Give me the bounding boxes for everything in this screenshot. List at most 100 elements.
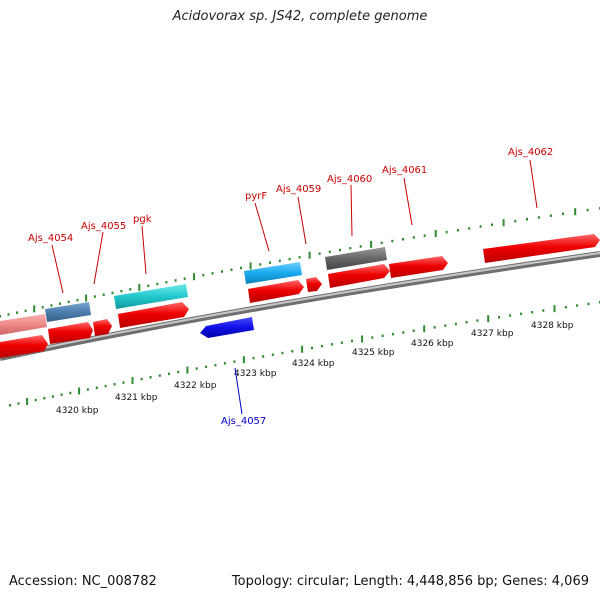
gene-arrow-ajs-4057[interactable] [200,317,254,338]
leader-ajs-4062 [529,159,538,209]
gene-label[interactable]: pyrF [245,191,267,202]
minor-tick [476,319,479,322]
minor-tick [76,298,79,302]
minor-tick [526,218,528,221]
leader-ajs-4055 [93,231,104,285]
gene-label[interactable]: Ajs_4055 [81,221,126,232]
minor-tick [576,304,579,307]
major-tick [26,398,29,405]
minor-tick [456,229,459,232]
gene-label[interactable]: pgk [133,214,152,225]
feature-lane [0,247,387,335]
minor-tick [93,295,96,298]
minor-tick [156,282,159,286]
minor-tick [468,227,471,230]
minor-tick [202,273,205,277]
feature-bar-steelblue[interactable] [45,302,91,322]
minor-tick [149,376,152,379]
minor-tick [43,397,46,400]
minor-tick [167,372,170,376]
leader-pgk [141,225,147,275]
minor-tick [104,384,107,388]
minor-tick [69,391,72,395]
outer-tick-track [0,207,600,318]
major-tick [138,283,141,291]
minor-tick [278,259,281,263]
gene-label[interactable]: Ajs_4057 [221,416,266,427]
minor-tick [520,312,523,316]
minor-tick [50,304,53,307]
major-tick [33,305,36,313]
minor-tick [0,315,1,318]
minor-tick [339,248,341,252]
minor-tick [562,212,564,215]
minor-tick [328,250,331,254]
accession-text: Accession: NC_008782 [9,574,157,589]
leader-ajs-4057 [234,367,243,415]
minor-tick [147,284,150,288]
tick-label: 4320 kbp [56,406,99,416]
minor-tick [165,281,168,284]
gene-arrow-pyrF[interactable] [248,280,304,303]
minor-tick [271,353,274,356]
gene-label[interactable]: Ajs_4061 [382,165,427,176]
tick-label: 4327 kbp [471,329,514,339]
minor-tick [498,316,501,319]
minor-tick [102,293,105,296]
minor-tick [291,350,294,353]
minor-tick [381,334,384,338]
gene-label[interactable]: Ajs_4054 [28,233,73,244]
gene-arrow-pgk[interactable] [118,302,189,328]
gene-label[interactable]: Ajs_4059 [276,184,321,195]
gene-label[interactable]: Ajs_4062 [508,147,553,158]
minor-tick [221,270,223,273]
feature-bar-grey[interactable] [325,247,387,270]
major-tick [423,325,426,333]
feature-bar-pink[interactable] [0,314,47,335]
inner-tick-track [9,301,600,407]
minor-tick [445,230,448,234]
gene-arrow-ajs-4060[interactable] [328,264,390,288]
major-tick [434,230,437,238]
minor-tick [509,314,512,317]
minor-tick [86,388,89,391]
minor-tick [549,214,552,217]
leader-pyrF [254,202,270,252]
feature-bar-cyan[interactable] [114,284,188,309]
gene-arrow-ajs-4055[interactable] [93,319,112,336]
minor-tick [412,329,415,332]
gene-arrow-ajs-4054[interactable] [48,322,93,344]
gene-label[interactable]: Ajs_4060 [327,174,372,185]
gene-arrow-ajs-4059[interactable] [306,277,322,292]
label-leaders [51,159,538,294]
minor-tick [359,245,362,248]
tick-labels: 4320 kbp 4321 kbp 4322 kbp 4323 kbp 4324… [56,321,574,416]
gene-arrow-ajs-4062[interactable] [483,234,600,263]
minor-tick [531,311,534,314]
tick-label: 4325 kbp [352,348,395,358]
minor-tick [214,363,217,367]
minor-tick [349,247,352,250]
minor-tick [586,208,589,212]
minor-tick [402,331,405,334]
tick-label: 4326 kbp [411,339,454,349]
leader-ajs-4054 [51,244,64,294]
minor-tick [311,346,313,350]
minor-tick [391,332,394,336]
tick-label: 4323 kbp [234,369,277,379]
minor-tick [122,381,125,384]
genome-title: Acidovorax sp. JS42, complete genome [172,9,428,24]
minor-tick [95,386,98,389]
feature-bar-skyblue[interactable] [244,262,302,284]
tick-label: 4321 kbp [115,393,158,403]
minor-tick [230,268,233,271]
minor-tick [51,395,54,398]
minor-tick [195,367,198,370]
gene-arrow-ajs-4061[interactable] [389,256,448,278]
minor-tick [479,225,482,228]
gene-arrow-left-edge[interactable] [0,335,48,358]
minor-tick [340,341,343,344]
minor-tick [391,239,394,243]
minor-tick [24,309,27,313]
